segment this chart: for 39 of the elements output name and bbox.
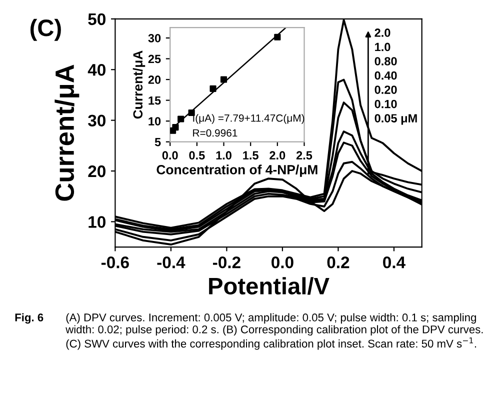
- x-tick-label: 1.0: [216, 151, 232, 160]
- y-tick-label: 30: [88, 114, 106, 127]
- y-tick-label: 20: [88, 165, 106, 178]
- y-axis-title: Current/μA: [132, 50, 146, 119]
- y-tick-label: 40: [88, 64, 106, 76]
- annotation: 0.20: [374, 86, 397, 94]
- annotation: R=0.9961: [193, 129, 238, 137]
- annotation: 0.10: [374, 100, 397, 108]
- x-tick-label: 2.0: [270, 151, 286, 160]
- x-tick-label: 2.5: [296, 151, 312, 160]
- annotation: I(μA) =7.79+11.47C(μM): [193, 114, 304, 124]
- text: (A) DPV curves. Increment: 0.005 V; amplitude: 0.05 V; pulse width: 0.1 s; sampling width: 0.02; pulse period: 0.2 s. (B) Corresponding calibration plot of the DPV curves. (C) SWV curves with the corresponding calibration plot inset. Scan rate: 50 mV s$^{−1}$.: [66, 313, 483, 350]
- x-tick-label: 0.5: [189, 151, 205, 160]
- x-tick-label: 0.0: [162, 151, 178, 160]
- text: (C): [30, 18, 61, 41]
- y-tick-label: 10: [148, 117, 161, 126]
- x-tick-label: 0.4: [383, 256, 406, 268]
- y-tick-label: 50: [88, 13, 106, 26]
- y-axis-title: Current/μA: [54, 64, 80, 201]
- caption: Fig. 6: [15, 313, 44, 324]
- x-tick-label: 1.5: [243, 151, 258, 160]
- annotation: 0.40: [374, 71, 397, 80]
- x-axis-title: Concentration of 4-NP/μM: [156, 164, 318, 177]
- x-axis-title: Potential/V: [209, 277, 330, 295]
- annotation: 1.0: [375, 42, 390, 52]
- y-tick-label: 10: [88, 216, 106, 228]
- y-tick-label: 20: [148, 76, 161, 84]
- x-tick-label: 0.0: [272, 256, 294, 268]
- x-tick-label: -0.6: [101, 256, 129, 268]
- annotation: 2.0: [374, 28, 390, 37]
- y-tick-label: 30: [148, 34, 161, 42]
- x-tick-label: 0.2: [327, 256, 350, 268]
- annotation: 0.05 μM: [374, 114, 417, 125]
- x-tick-label: -0.2: [212, 256, 240, 268]
- annotation: 0.80: [374, 57, 397, 66]
- y-tick-label: 5: [154, 138, 161, 146]
- y-tick-label: 15: [148, 96, 161, 105]
- y-tick-label: 25: [148, 54, 161, 64]
- x-tick-label: -0.4: [157, 256, 186, 268]
